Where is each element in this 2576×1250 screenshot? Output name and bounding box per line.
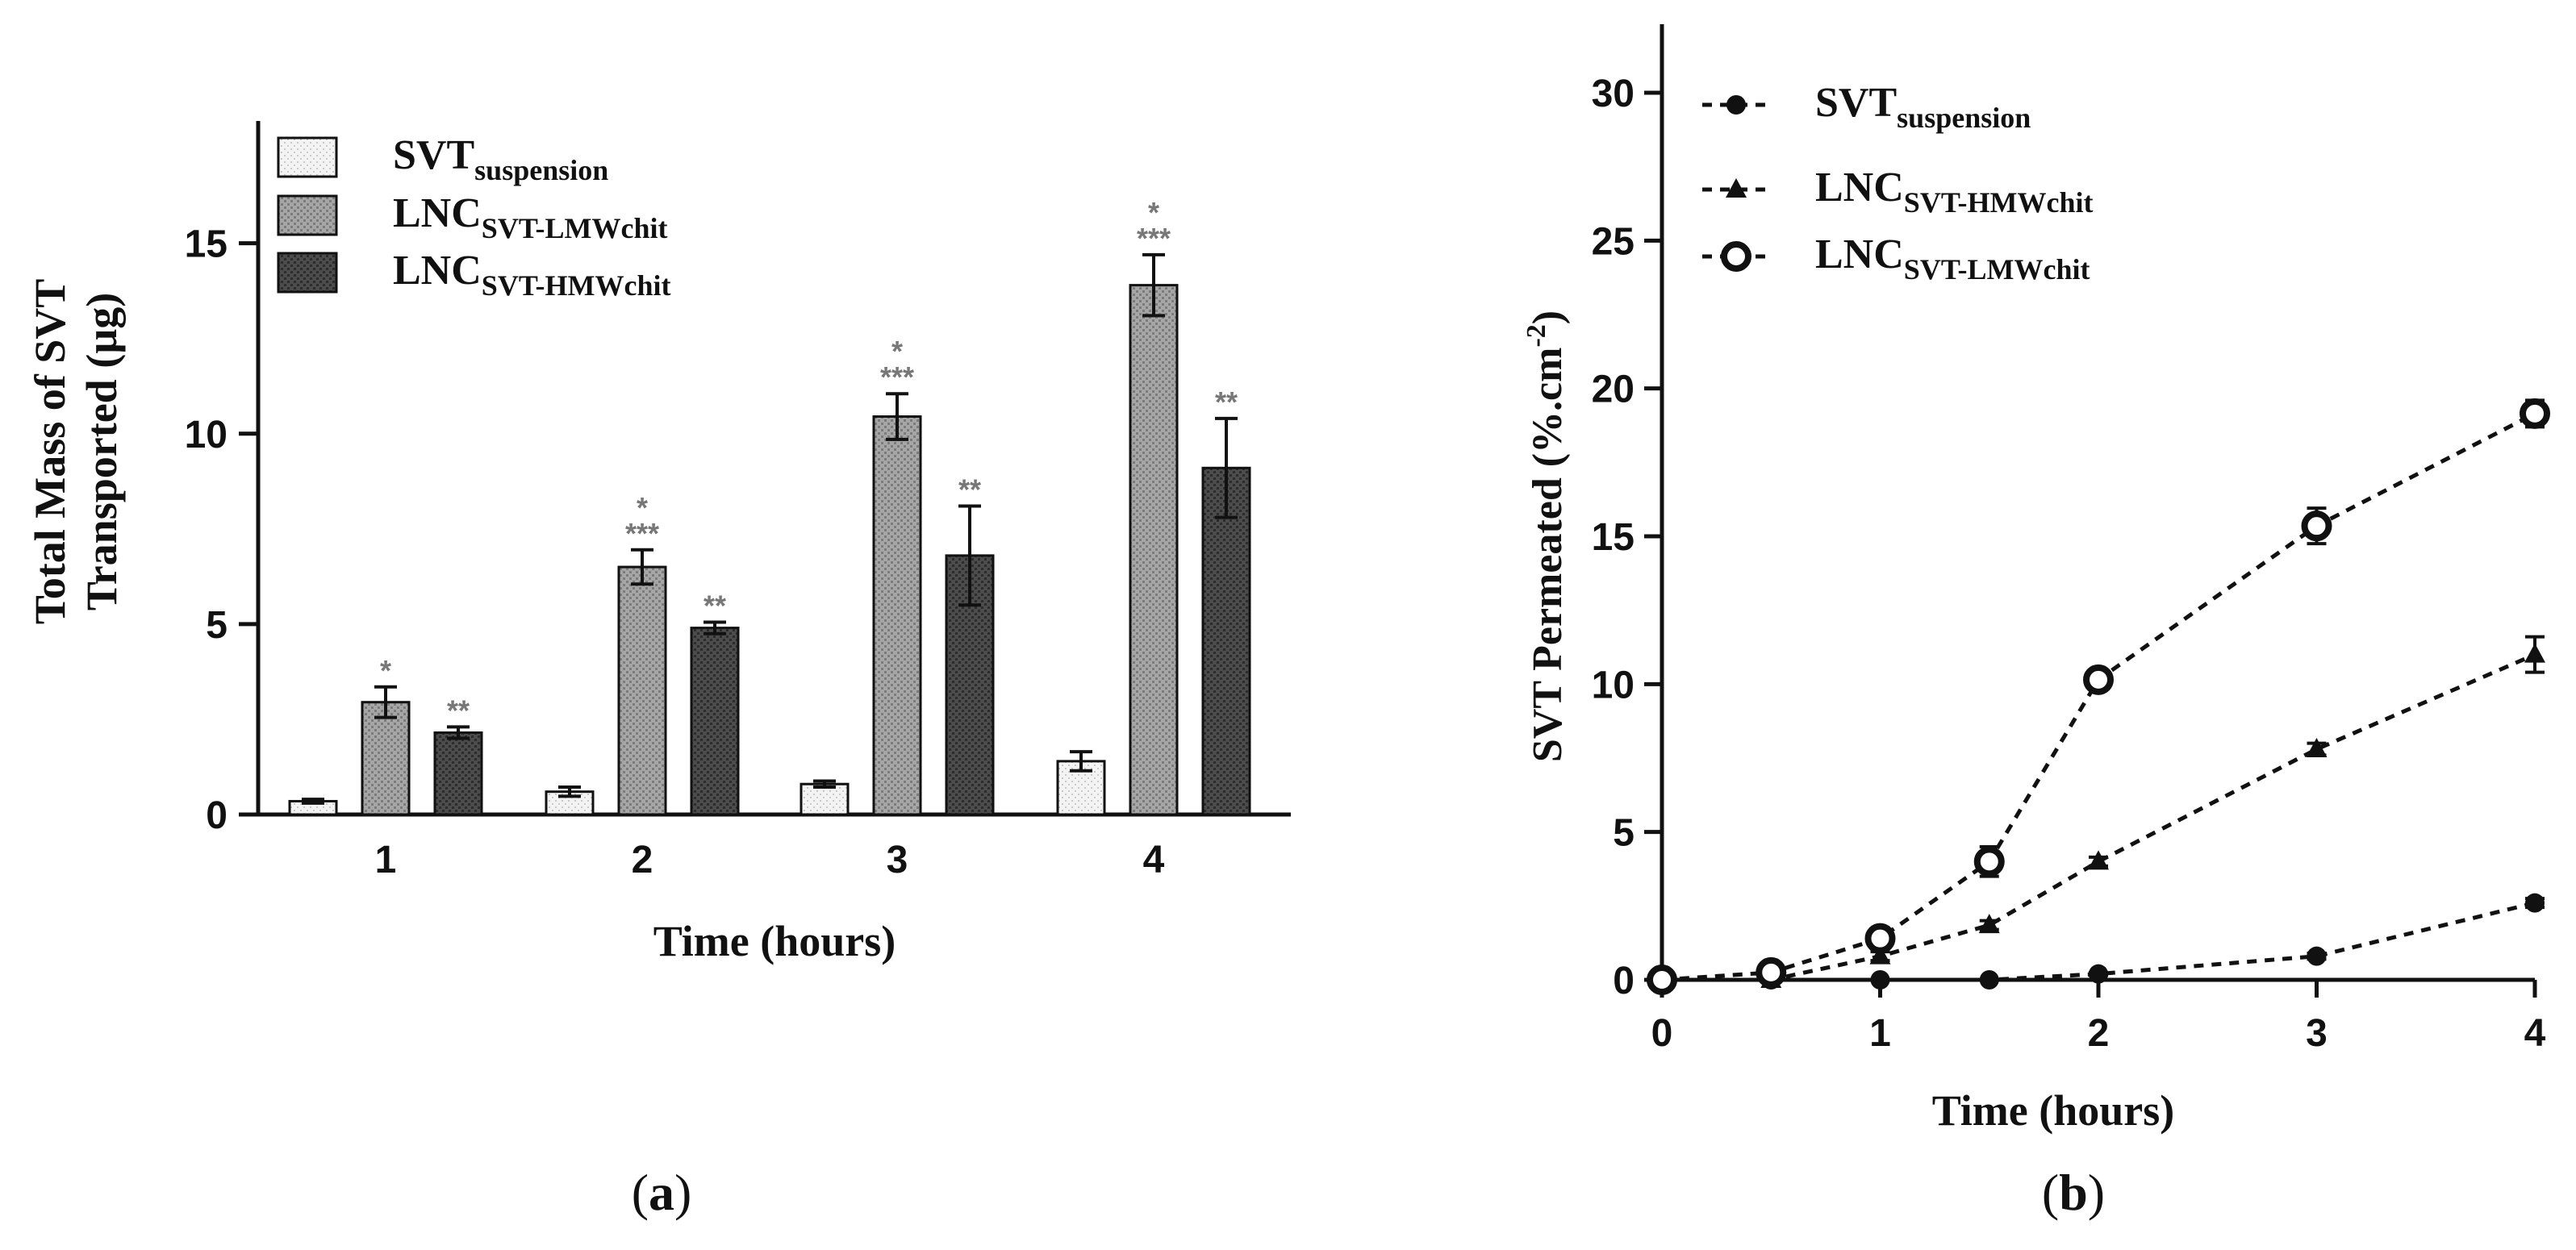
y-axis-title-line2: Transported (µg) — [77, 293, 126, 611]
y-tick-label: 20 — [1592, 369, 1635, 411]
significance-marker: *** — [1137, 222, 1171, 255]
legend-label-base: LNC — [1815, 231, 1904, 277]
y-axis-title-main: SVT Permeated (%.cm — [1525, 348, 1571, 763]
data-point — [1756, 956, 1787, 988]
data-point — [2089, 964, 2108, 984]
data-point — [2525, 893, 2545, 913]
significance-marker: *** — [880, 360, 914, 394]
legend-label: SVTsuspension — [393, 132, 608, 186]
y-tick-label: 10 — [1592, 664, 1635, 706]
significance-marker: * — [637, 491, 648, 524]
legend-label-subscript: SVT-LMWchit — [482, 212, 668, 244]
data-point — [1973, 846, 2005, 877]
panel-label-a: (a) — [632, 1164, 692, 1221]
legend-label-subscript: suspension — [474, 154, 608, 186]
y-tick-label: 5 — [1613, 812, 1635, 855]
legend-label-subscript: suspension — [1897, 102, 2031, 134]
data-point — [1726, 178, 1747, 198]
x-tick-label: 1 — [375, 839, 397, 881]
x-tick-label: 4 — [1143, 839, 1165, 881]
data-point — [2306, 738, 2328, 757]
data-point — [2524, 643, 2545, 663]
significance-marker: ** — [447, 694, 470, 727]
y-tick-label: 0 — [206, 794, 228, 837]
data-point — [1647, 965, 1677, 995]
panel-label-b-letter: b — [2059, 1164, 2088, 1221]
legend-label-subscript: SVT-HMWchit — [482, 269, 671, 302]
data-point — [1721, 241, 1751, 272]
y-tick-label: 10 — [185, 414, 228, 456]
bar — [433, 731, 483, 816]
bar — [361, 701, 411, 816]
series-line — [1661, 411, 2536, 982]
significance-marker: * — [1148, 196, 1159, 229]
x-axis-title: Time (hours) — [1932, 1086, 2175, 1135]
panel-label-b: (b) — [2042, 1164, 2105, 1221]
data-point — [2301, 510, 2332, 542]
data-point — [2083, 664, 2114, 695]
data-point — [2520, 398, 2550, 429]
y-tick-label: 0 — [1613, 960, 1635, 1002]
series-open-circle — [1647, 398, 2550, 995]
x-tick-label: 2 — [632, 839, 653, 881]
bar — [1129, 284, 1179, 816]
legend-label: LNCSVT-LMWchit — [393, 190, 668, 244]
legend-label-subscript: SVT-HMWchit — [1904, 186, 2094, 219]
legend-label: LNCSVT-HMWchit — [393, 248, 670, 302]
y-axis-title-superscript: -2 — [1522, 324, 1551, 347]
legend-swatch — [277, 194, 338, 236]
x-tick-label: 3 — [887, 839, 908, 881]
data-point — [1870, 970, 1890, 990]
data-point — [2088, 850, 2109, 870]
legend-label-subscript: SVT-LMWchit — [1904, 253, 2090, 285]
data-point — [2307, 946, 2327, 966]
data-point — [1726, 95, 1746, 115]
data-point — [1869, 944, 1891, 965]
significance-marker: ** — [1215, 385, 1238, 419]
significance-marker: ** — [958, 473, 981, 506]
x-tick-label: 1 — [1869, 1012, 1891, 1055]
y-axis-title-line1: Total Mass of SVT — [26, 279, 74, 625]
line-chart-panel-b: 0 5 10 15 20 25 30 0 1 2 3 4 Time (hours) SVT Permeat… — [1522, 24, 2550, 1135]
bar — [690, 627, 740, 816]
y-tick-label: 15 — [185, 223, 228, 266]
x-tick-label: 3 — [2306, 1012, 2328, 1055]
bar — [1201, 466, 1251, 816]
y-tick-label: 25 — [1592, 220, 1635, 263]
legend-label: LNCSVT-LMWchit — [1815, 231, 2090, 285]
legend-swatch — [277, 252, 338, 294]
series-line — [1662, 652, 2536, 982]
x-axis-title: Time (hours) — [653, 917, 896, 965]
data-point — [1979, 970, 1999, 990]
panel-label-a-letter: a — [649, 1164, 674, 1221]
bar — [800, 782, 850, 816]
y-tick-label: 5 — [206, 604, 228, 647]
legend-label-base: SVT — [1815, 80, 1897, 126]
significance-marker: * — [380, 654, 391, 687]
x-tick-label: 0 — [1651, 1012, 1673, 1055]
y-axis-title: SVT Permeated (%.cm-2) — [1522, 310, 1571, 762]
data-point — [1978, 914, 2000, 934]
y-axis-title-end: ) — [1525, 310, 1571, 324]
bar — [872, 415, 922, 816]
x-tick-label: 4 — [2524, 1012, 2546, 1055]
legend-label-base: LNC — [393, 190, 482, 236]
significance-marker: * — [891, 335, 903, 368]
y-tick-label: 30 — [1592, 73, 1635, 115]
y-axis-title: Total Mass of SVTTransported (µg) — [26, 279, 126, 625]
legend-label-base: SVT — [393, 132, 474, 178]
bar — [617, 565, 667, 816]
legend-label: SVTsuspension — [1815, 80, 2031, 134]
x-tick-label: 2 — [2088, 1012, 2110, 1055]
significance-marker: *** — [625, 517, 659, 550]
legend-label-base: LNC — [1815, 165, 1904, 210]
legend-label-base: LNC — [393, 248, 482, 294]
significance-marker: ** — [703, 590, 726, 623]
data-point — [1864, 923, 1896, 954]
y-tick-label: 15 — [1592, 516, 1635, 559]
legend-swatch — [277, 136, 338, 178]
legend-label: LNCSVT-HMWchit — [1815, 165, 2093, 219]
